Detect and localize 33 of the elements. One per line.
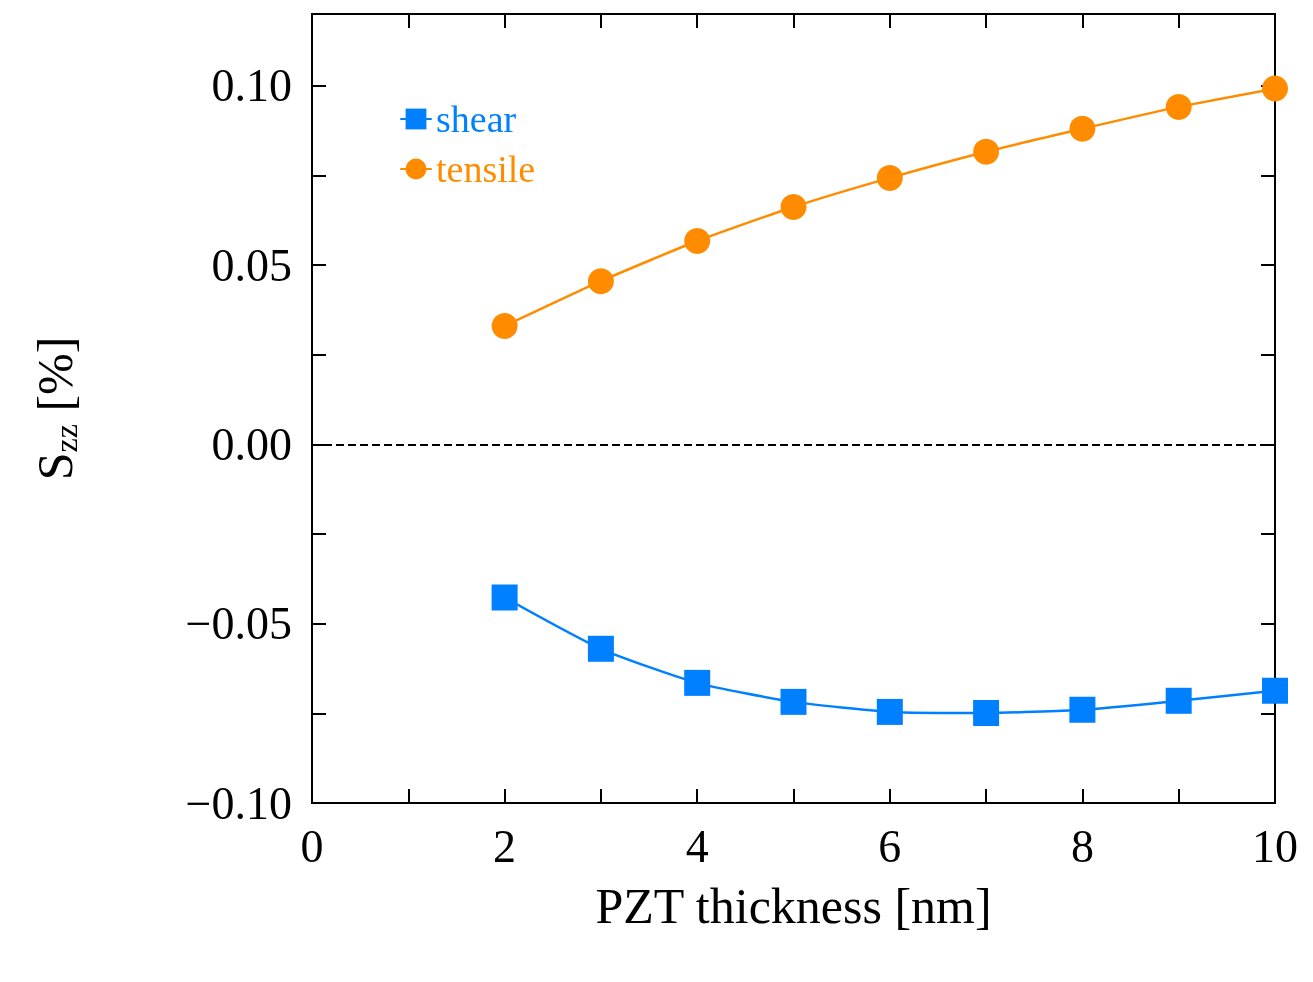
point	[1165, 93, 1192, 120]
x-tick-label: 0	[300, 820, 324, 872]
x-tick-label: 4	[685, 820, 709, 872]
y-tick-label: −0.10	[185, 777, 292, 829]
point	[876, 698, 903, 725]
y-tick-label: 0.05	[211, 239, 292, 291]
legend-label: tensile	[436, 148, 536, 190]
y-tick-label: 0.10	[211, 60, 292, 112]
point	[491, 313, 518, 340]
point	[1165, 687, 1192, 714]
y-tick-label: 0.00	[211, 418, 292, 470]
point	[684, 228, 711, 255]
point	[587, 635, 614, 662]
point	[780, 688, 807, 715]
point	[1262, 677, 1288, 704]
y-tick-label: −0.05	[185, 598, 292, 650]
point	[1069, 115, 1096, 142]
point	[587, 268, 614, 295]
y-axis-title: Szz [%]	[27, 336, 84, 481]
point	[973, 699, 1000, 726]
point	[491, 584, 518, 611]
point	[780, 193, 807, 220]
point	[1262, 75, 1288, 102]
x-axis-title: PZT thickness [nm]	[595, 878, 992, 934]
point	[876, 164, 903, 191]
x-tick-label: 10	[1252, 820, 1298, 872]
legend-label: shear	[436, 98, 517, 140]
x-tick-label: 6	[878, 820, 902, 872]
x-tick-label: 8	[1070, 820, 1094, 872]
point	[1069, 696, 1096, 723]
x-tick-label: 2	[493, 820, 517, 872]
point	[684, 669, 711, 696]
point	[973, 138, 1000, 165]
